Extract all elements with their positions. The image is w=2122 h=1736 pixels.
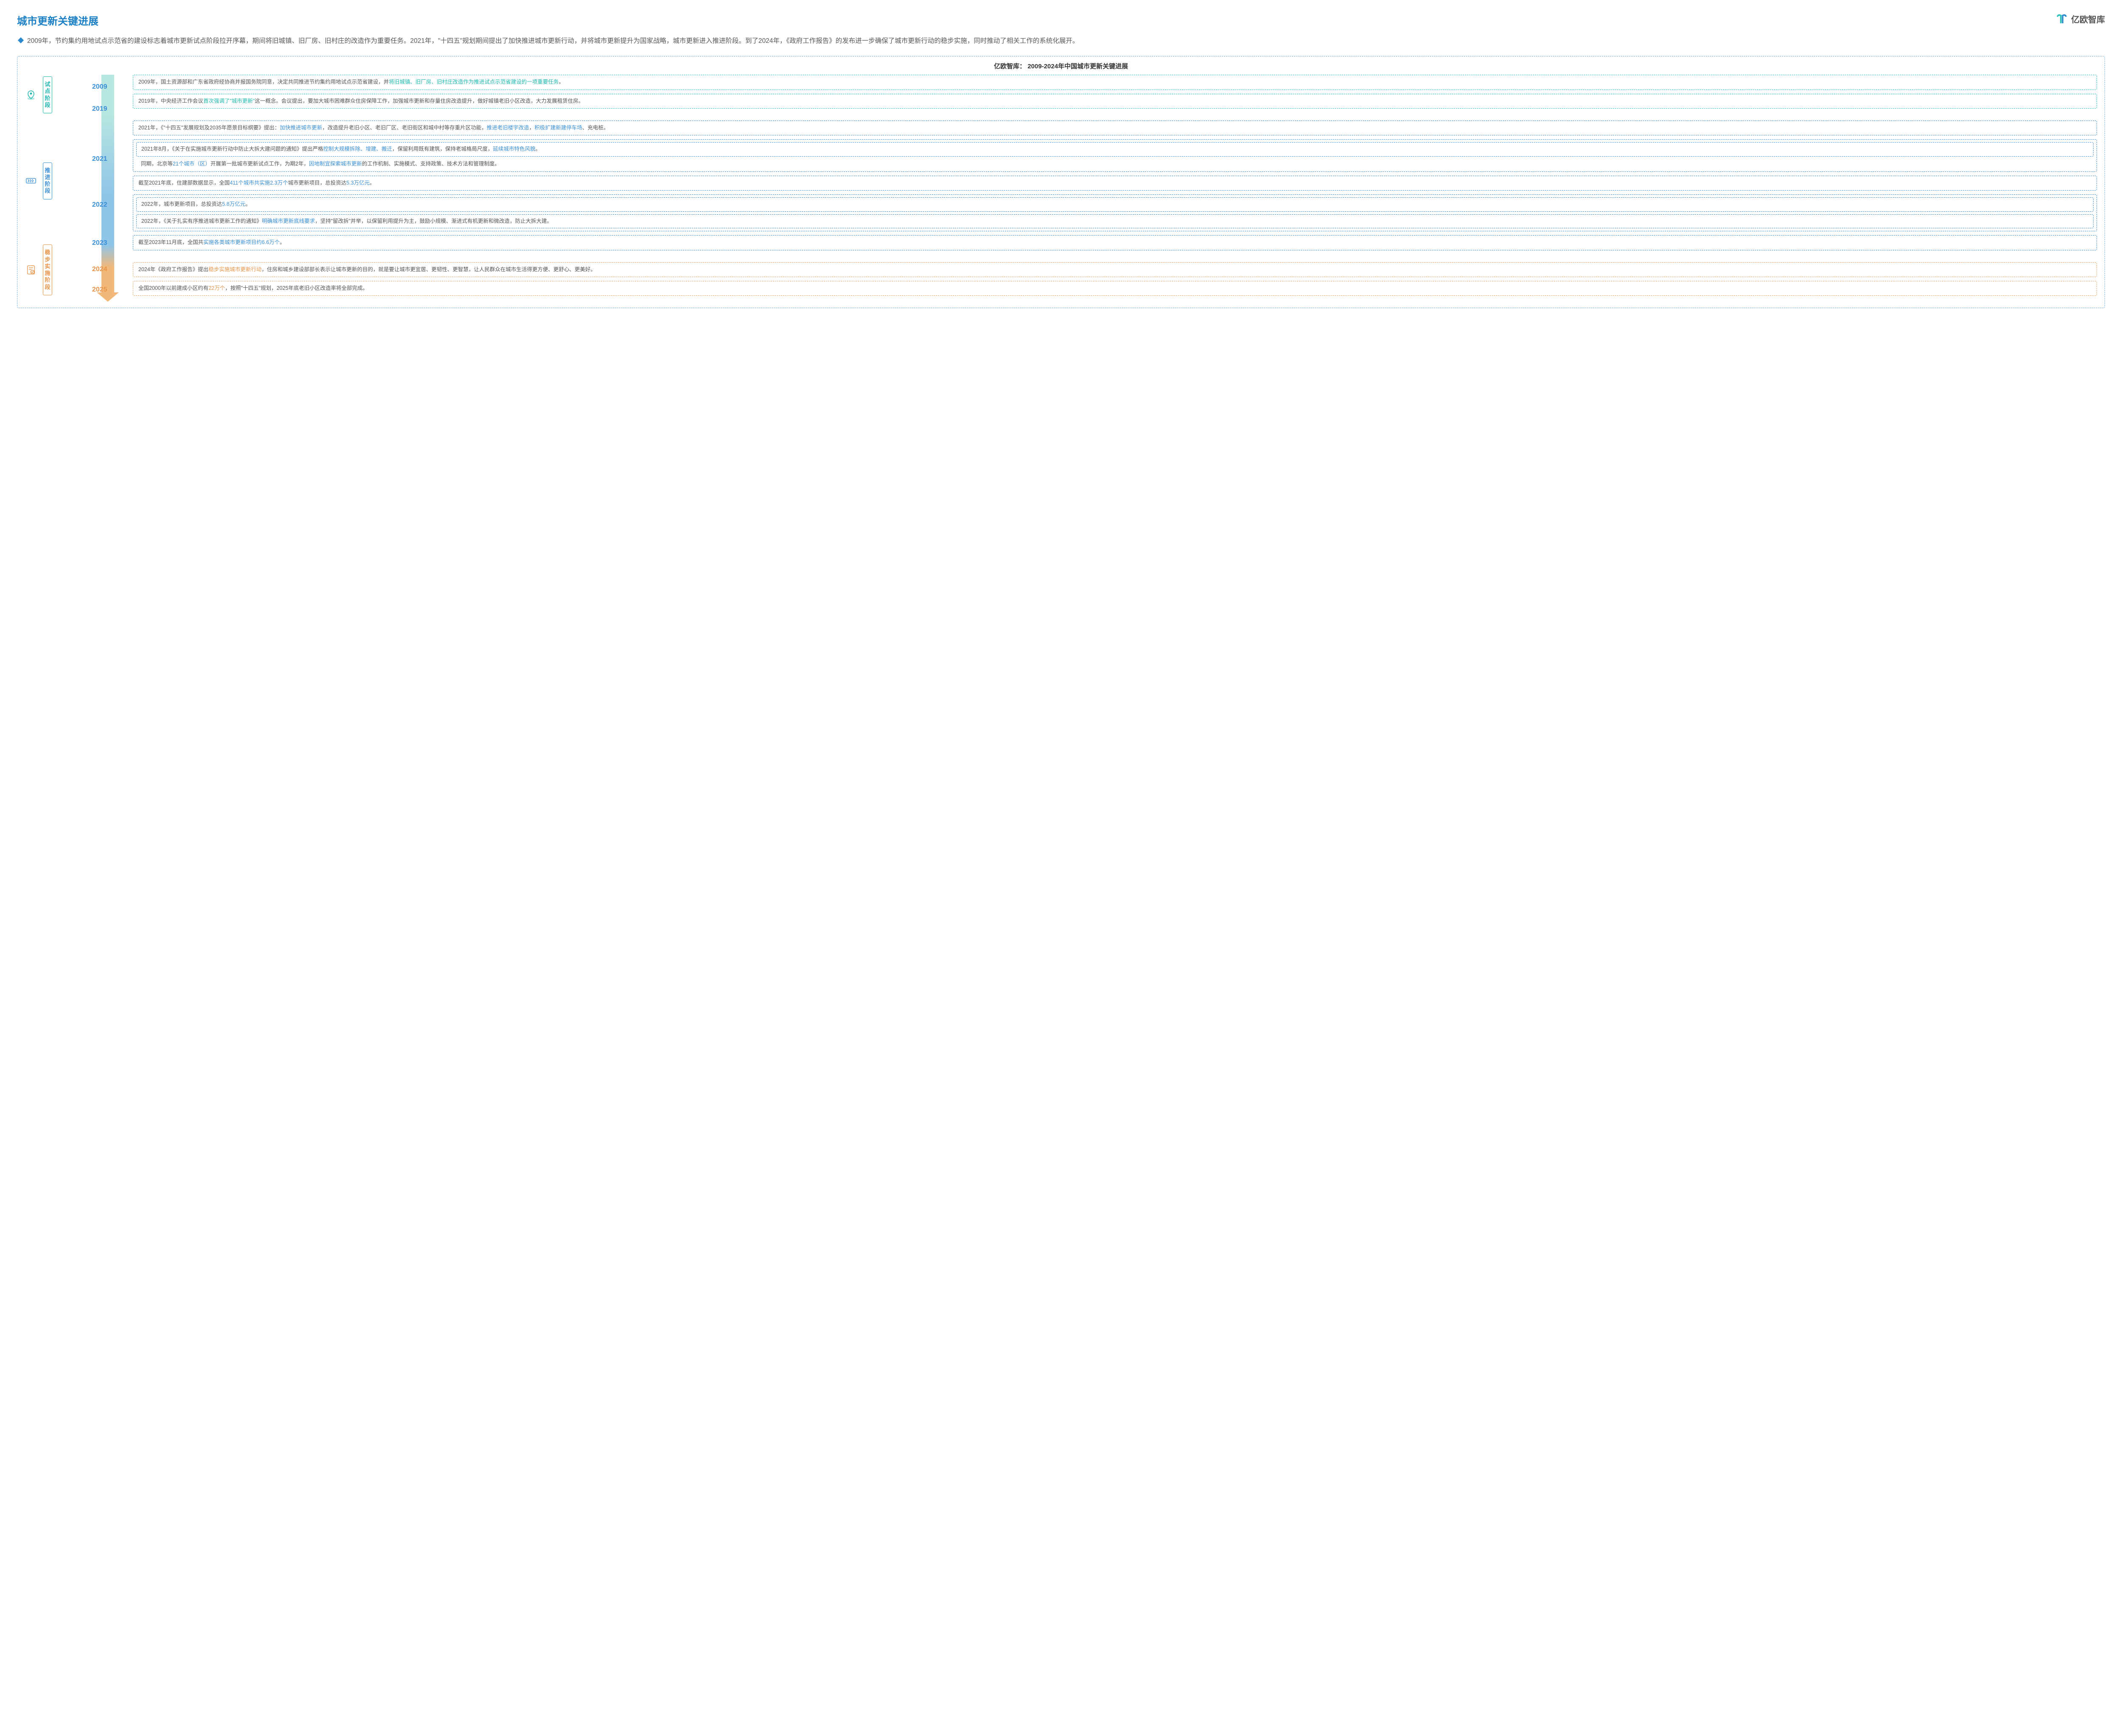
timeline-item: 2022年，城市更新项目，总投资达5.8万亿元。	[136, 197, 2094, 211]
phase-row: 推进阶段	[25, 115, 84, 247]
phases-column: 试点阶段推进阶段稳步实施阶段	[25, 75, 84, 296]
timeline-panel: 亿欧智库： 2009-2024年中国城市更新关键进展 试点阶段推进阶段稳步实施阶…	[17, 56, 2105, 308]
doc-icon	[25, 264, 37, 276]
phase-badge: 推进阶段	[43, 163, 52, 199]
panel-title: 亿欧智库： 2009-2024年中国城市更新关键进展	[25, 62, 2097, 70]
timeline-item: 2024年《政府工作报告》提出稳步实施城市更新行动，住房和城乡建设部部长表示让城…	[133, 262, 2097, 277]
arrowhead-icon	[97, 292, 119, 302]
phase-row: 稳步实施阶段	[25, 247, 84, 293]
timeline-item: 同期，北京等21个城市（区）开展第一批城市更新试点工作，为期2年，因地制宜探索城…	[136, 159, 2094, 169]
timeline-item: 2022年，《关于扎实有序推进城市更新工作的通知》明确城市更新底线要求，坚持"留…	[136, 214, 2094, 228]
phase-badge: 试点阶段	[43, 76, 52, 113]
logo-mark-icon	[2056, 13, 2068, 25]
logo-text: 亿欧智库	[2071, 13, 2105, 25]
content-column: 2009年，国土资源部和广东省政府经协商并报国务院同意，决定共同推进节约集约用地…	[133, 75, 2097, 296]
year-label: 2021	[92, 155, 107, 163]
timeline-item-group: 2022年，城市更新项目，总投资达5.8万亿元。 2022年，《关于扎实有序推进城…	[133, 194, 2097, 231]
page-title: 城市更新关键进展	[17, 13, 98, 28]
intro-text: 2009年，节约集约用地试点示范省的建设标志着城市更新试点阶段拉开序幕，期间将旧…	[27, 35, 1079, 47]
timeline-item: 2019年，中央经济工作会议首次强调了"城市更新"这一概念。会议提出，要加大城市…	[133, 94, 2097, 109]
phase-row: 试点阶段	[25, 75, 84, 115]
logo: 亿欧智库	[2056, 13, 2105, 25]
pin-icon	[25, 89, 37, 101]
timeline-item: 截至2023年11月底，全国共实施各类城市更新项目约6.6万个。	[133, 235, 2097, 250]
year-label: 2022	[92, 201, 107, 209]
timeline-item: 2021年8月，《关于在实施城市更新行动中防止大拆大建问题的通知》提出严格控制大…	[136, 142, 2094, 156]
year-label: 2019	[92, 105, 107, 113]
phase-badge: 稳步实施阶段	[43, 244, 52, 295]
timeline-item: 2009年，国土资源部和广东省政府经协商并报国务院同意，决定共同推进节约集约用地…	[133, 75, 2097, 90]
intro-paragraph: 2009年，节约集约用地试点示范省的建设标志着城市更新试点阶段拉开序幕，期间将旧…	[17, 35, 2105, 47]
timeline-item: 2021年，《"十四五"发展规划及2035年愿景目标纲要》提出：加快推进城市更新…	[133, 121, 2097, 135]
timeline-item: 全国2000年以前建成小区约有22万个，按照"十四五"规划，2025年底老旧小区…	[133, 281, 2097, 296]
year-label: 2024	[92, 266, 107, 273]
arrows-icon	[25, 175, 37, 187]
year-label: 2025	[92, 286, 107, 294]
year-label: 2023	[92, 239, 107, 247]
timeline-item: 截至2021年底，住建部数据显示，全国411个城市共实施2.3万个城市更新项目，…	[133, 176, 2097, 191]
timeline-column: 2009 2019 2021 2022 2023 2024 2025	[92, 75, 125, 296]
year-label: 2009	[92, 83, 107, 91]
bullet-icon	[18, 37, 24, 43]
timeline-item-group: 2021年8月，《关于在实施城市更新行动中防止大拆大建问题的通知》提出严格控制大…	[133, 139, 2097, 172]
